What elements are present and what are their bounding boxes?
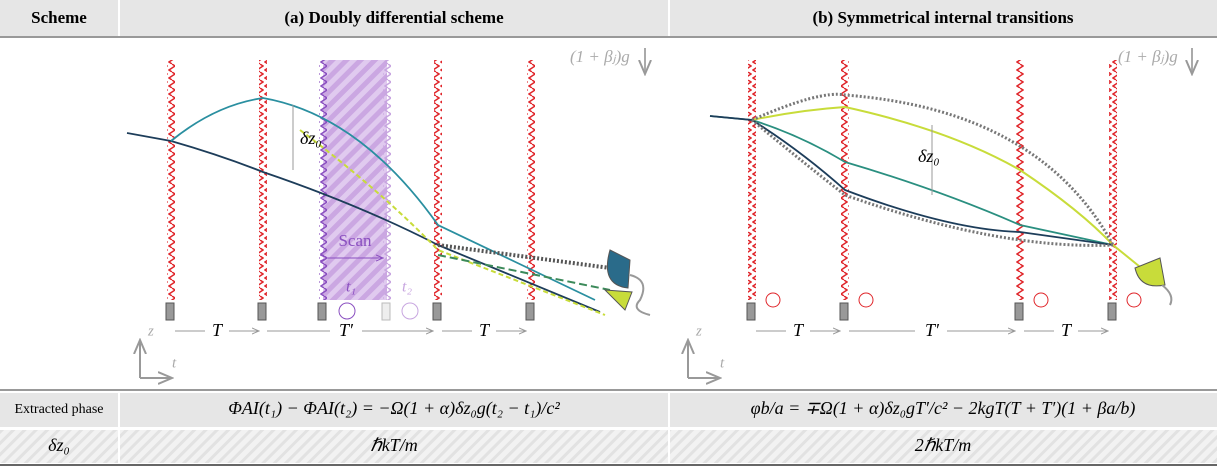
axis-label: t — [720, 355, 725, 371]
clock — [402, 303, 418, 319]
clock — [1034, 293, 1048, 307]
formula: φb/a = ∓Ω(1 + α)δz₀gT′/c² − 2kgT(T + T′)… — [751, 398, 1136, 419]
laser-pulse — [167, 60, 175, 300]
interval-label: T′ — [925, 320, 940, 340]
trajectory — [438, 255, 610, 290]
laser-source — [1015, 303, 1023, 320]
delta-z0-label: δz₀ — [918, 146, 940, 166]
laser-pulse — [1109, 60, 1117, 300]
interval-label: T — [1061, 320, 1073, 340]
table: Extracted phase ΦAI(t₁) − ΦAI(t₂) = −Ω(1… — [0, 390, 1217, 465]
header-scheme: Scheme — [31, 8, 87, 27]
laser-source — [433, 303, 441, 320]
scan-band — [323, 60, 387, 300]
laser-source — [526, 303, 534, 320]
figure: Scheme (a) Doubly differential scheme (b… — [0, 0, 1217, 466]
row-label: δz₀ — [48, 435, 70, 455]
laser-pulse — [319, 60, 327, 300]
panel-a: (1 + βⱼ)g δz₀ Scan t₁ t₂ T T′ T z t — [127, 47, 650, 378]
axis-label: z — [695, 323, 702, 339]
formula: ℏkT/m — [370, 435, 417, 455]
detector — [605, 290, 632, 310]
detector — [607, 250, 630, 288]
laser-pulse — [434, 60, 442, 300]
t2-label: t₂ — [402, 279, 412, 296]
axis-label: t — [172, 355, 177, 371]
clock — [339, 303, 355, 319]
gravity-label: (1 + βⱼ)g — [570, 47, 630, 66]
gravity-label: (1 + βⱼ)g — [1118, 47, 1178, 66]
interval-label: T — [212, 320, 224, 340]
row-label: Extracted phase — [14, 402, 103, 417]
detector — [1135, 258, 1165, 286]
laser-pulse — [259, 60, 267, 300]
laser-pulse — [748, 60, 756, 300]
cable — [630, 275, 650, 315]
laser-source — [258, 303, 266, 320]
t1-label: t₁ — [346, 279, 356, 296]
laser-pulse — [1016, 60, 1024, 300]
axis-label: z — [147, 323, 154, 339]
header-panel-b: (b) Symmetrical internal transitions — [812, 8, 1073, 27]
trajectory — [752, 107, 1150, 275]
header-panel-a: (a) Doubly differential scheme — [284, 8, 504, 27]
interval-label: T′ — [339, 320, 354, 340]
formula: ΦAI(t₁) − ΦAI(t₂) = −Ω(1 + α)δz₀g(t₂ − t… — [228, 398, 560, 419]
panel-b: (1 + βⱼ)g δz₀ T T′ T z t — [688, 47, 1192, 378]
interval-label: T — [479, 320, 491, 340]
page: {"header": {"scheme": "Scheme", "panel_a… — [0, 0, 1217, 466]
formula: 2ℏkT/m — [915, 435, 971, 455]
trajectory — [710, 116, 1113, 245]
clock — [859, 293, 873, 307]
laser-source — [1108, 303, 1116, 320]
laser-pulse — [527, 60, 535, 300]
laser-source — [318, 303, 326, 320]
laser-source — [166, 303, 174, 320]
laser-pulse — [383, 60, 391, 300]
scan-label: Scan — [338, 231, 372, 250]
interval-label: T — [793, 320, 805, 340]
header: Scheme (a) Doubly differential scheme (b… — [0, 0, 1217, 37]
clock — [766, 293, 780, 307]
cable — [1162, 285, 1171, 305]
laser-source — [747, 303, 755, 320]
laser-source — [382, 303, 390, 320]
clock — [1127, 293, 1141, 307]
body: Scheme (a) Doubly differential scheme (b… — [0, 0, 1217, 466]
laser-source — [840, 303, 848, 320]
trajectory — [710, 116, 1113, 245]
delta-z0-label: δz₀ — [300, 128, 322, 148]
